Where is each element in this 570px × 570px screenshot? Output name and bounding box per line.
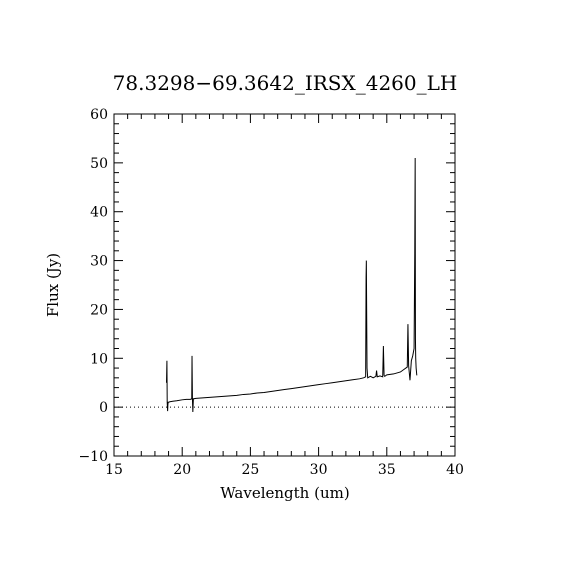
y-tick-label: 50 [90,156,108,172]
x-tick-label: 15 [105,462,123,478]
chart-title: 78.3298−69.3642_IRSX_4260_LH [113,71,458,95]
x-tick-label: 40 [446,462,464,478]
tick-labels: 15 20 25 30 35 40 −10 0 10 20 30 40 50 60 [78,107,463,478]
plot-frame [113,113,456,457]
y-tick-label: −10 [78,449,108,465]
series-spectrum-line [166,157,418,413]
y-tick-label: 10 [90,351,108,367]
y-tick-label: 60 [90,107,108,123]
axis-ticks [113,113,456,457]
x-tick-label: 30 [310,462,328,478]
y-axis-label: Flux (Jy) [44,253,62,317]
x-tick-label: 20 [173,462,191,478]
y-tick-label: 30 [90,254,108,270]
y-tick-label: 0 [99,400,108,416]
x-tick-label: 35 [378,462,396,478]
x-tick-label: 25 [241,462,259,478]
x-axis-label: Wavelength (um) [220,484,349,502]
y-tick-label: 40 [90,205,108,221]
y-tick-label: 20 [90,302,108,318]
